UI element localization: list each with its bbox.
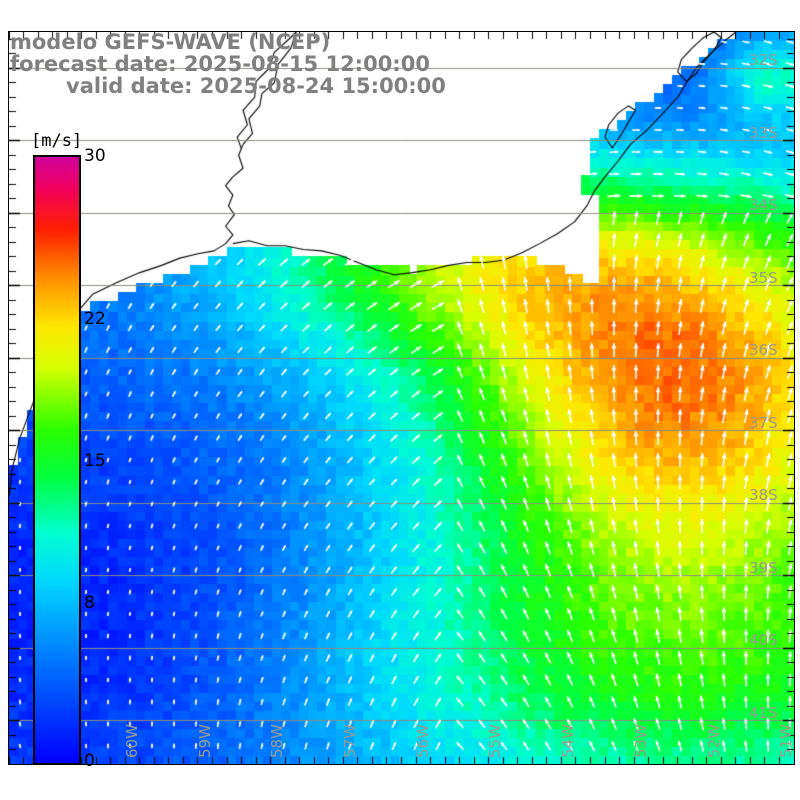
latitude-label-39S: 39S — [749, 558, 778, 577]
latitude-label-35S: 35S — [749, 268, 778, 287]
latitude-label-33S: 33S — [749, 123, 778, 142]
axis-tick-marks — [9, 32, 794, 764]
colorbar-unit-label: [m/s] — [31, 131, 83, 151]
latitude-label-34S: 34S — [749, 196, 778, 215]
colorbar-tick-15: 15 — [84, 451, 106, 471]
longitude-label-51W: 51W — [777, 724, 795, 758]
valid-date-label: valid date: 2025-08-24 15:00:00 — [44, 74, 446, 98]
longitude-label-53W: 53W — [631, 724, 650, 758]
longitude-label-54W: 54W — [559, 724, 578, 758]
longitude-label-52W: 52W — [704, 724, 723, 758]
longitude-label-55W: 55W — [486, 724, 505, 758]
latitude-label-40S: 40S — [749, 631, 778, 650]
latitude-label-37S: 37S — [749, 413, 778, 432]
page-title: modelo GEFS-WAVE (NCEP) — [10, 30, 331, 54]
forecast-date-label: forecast date: 2025-08-15 12:00:00 — [10, 52, 430, 76]
latitude-label-38S: 38S — [749, 486, 778, 505]
map-plot-area: 61W60W59W58W57W56W55W54W53W52W51W 32S33S… — [8, 31, 795, 765]
longitude-label-58W: 58W — [268, 724, 287, 758]
longitude-label-57W: 57W — [341, 724, 360, 758]
longitude-label-56W: 56W — [413, 724, 432, 758]
colorbar-gradient — [35, 157, 79, 763]
colorbar-tick-22: 22 — [84, 308, 106, 329]
longitude-label-60W: 60W — [123, 724, 142, 758]
colorbar-tick-8: 8 — [84, 593, 95, 614]
map-canvas-stack — [9, 32, 794, 764]
latitude-label-32S: 32S — [749, 51, 778, 70]
colorbar — [33, 155, 81, 765]
latitude-label-41S: 41S — [749, 703, 778, 722]
longitude-label-59W: 59W — [195, 724, 214, 758]
colorbar-tick-0: 0 — [84, 751, 95, 771]
latitude-label-36S: 36S — [749, 341, 778, 360]
colorbar-tick-30: 30 — [84, 146, 106, 166]
